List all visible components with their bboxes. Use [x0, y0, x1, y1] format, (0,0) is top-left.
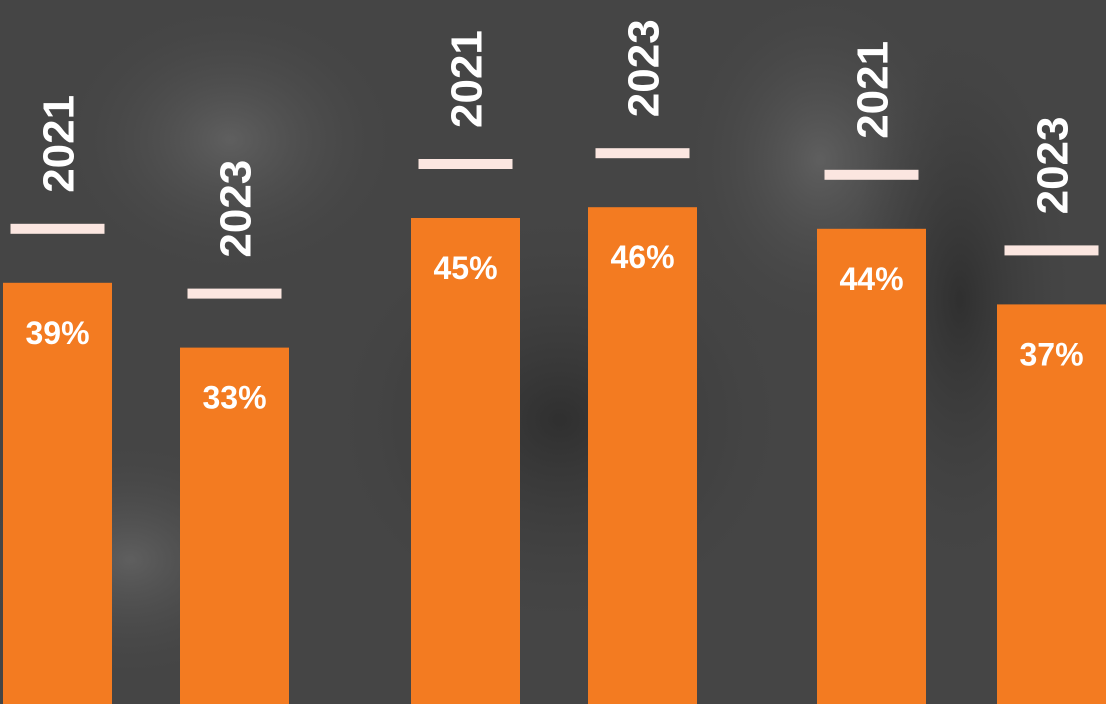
category-label: 2021	[35, 95, 84, 193]
bar	[588, 207, 697, 704]
value-label: 33%	[202, 380, 266, 416]
category-label: 2021	[849, 41, 898, 139]
background-blur	[30, 0, 430, 300]
value-label: 39%	[25, 315, 89, 351]
background-blur	[340, 220, 780, 620]
marker-line	[187, 288, 282, 299]
marker-line	[824, 169, 919, 180]
bar	[180, 347, 289, 704]
marker-line	[10, 223, 105, 234]
bar	[411, 218, 520, 704]
value-label: 37%	[1019, 336, 1083, 372]
category-label: 2021	[443, 30, 492, 128]
marker-line	[595, 148, 690, 159]
bar	[817, 228, 926, 704]
marker-line	[1004, 245, 1099, 256]
value-label: 45%	[433, 250, 497, 286]
category-label: 2023	[212, 160, 261, 258]
marker-line	[418, 159, 513, 169]
value-label: 44%	[839, 261, 903, 297]
value-label: 46%	[610, 239, 674, 275]
bar	[3, 282, 112, 704]
bar	[997, 304, 1106, 704]
category-label: 2023	[1029, 117, 1078, 215]
category-label: 2023	[620, 19, 669, 117]
